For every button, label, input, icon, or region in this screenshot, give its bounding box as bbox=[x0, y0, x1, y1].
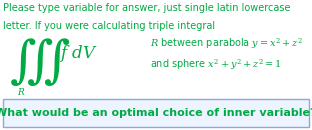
Text: What would be an optimal choice of inner variable?: What would be an optimal choice of inner… bbox=[0, 108, 312, 118]
Text: $R$: $R$ bbox=[17, 86, 26, 97]
Text: $f\ dV$: $f\ dV$ bbox=[59, 43, 98, 64]
Text: $\iiint$: $\iiint$ bbox=[9, 36, 71, 88]
Text: $R$ between parabola $y = x^2 + z^2$: $R$ between parabola $y = x^2 + z^2$ bbox=[150, 36, 303, 51]
FancyBboxPatch shape bbox=[3, 99, 309, 127]
Text: Please type variable for answer, just single latin lowercase: Please type variable for answer, just si… bbox=[3, 3, 290, 13]
Text: letter. If you were calculating triple integral: letter. If you were calculating triple i… bbox=[3, 21, 215, 31]
Text: and sphere $x^2 + y^2 + z^2 = 1$: and sphere $x^2 + y^2 + z^2 = 1$ bbox=[150, 57, 281, 72]
